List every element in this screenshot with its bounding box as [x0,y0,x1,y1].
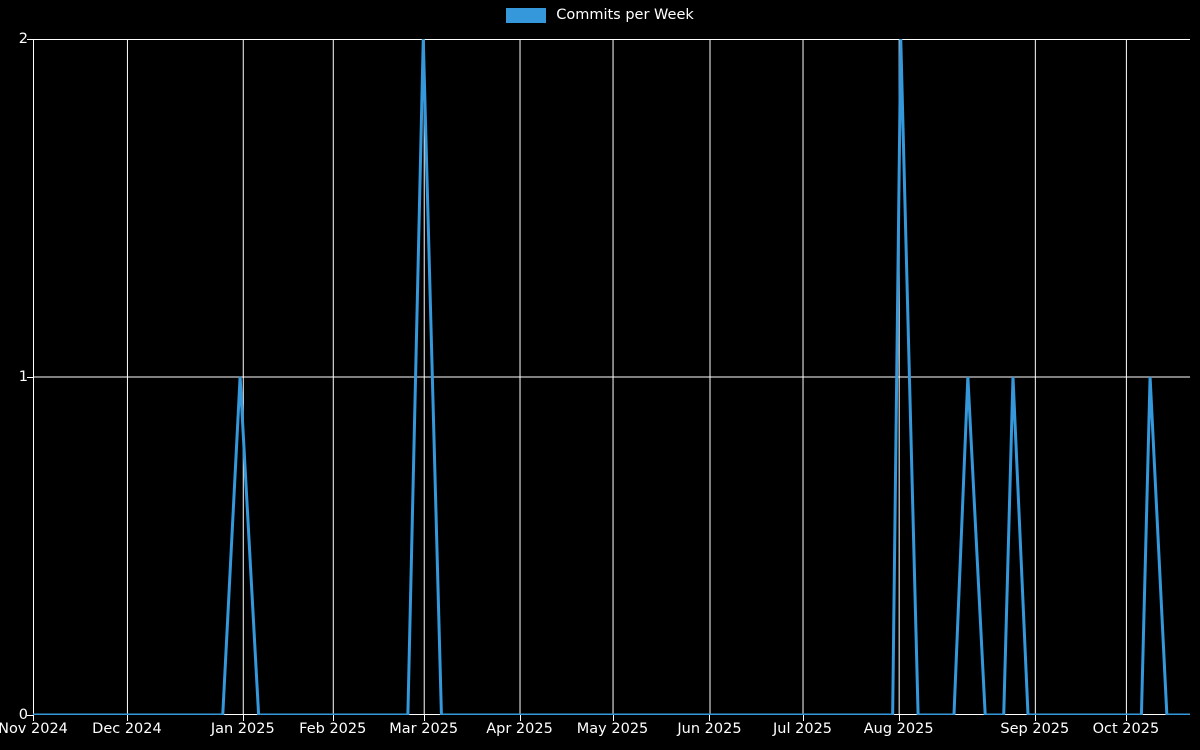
y-axis-tick-mark [27,39,33,40]
plot-area [33,39,1190,715]
x-axis-tick-mark [242,715,244,721]
legend-entry-commits-per-week: Commits per Week [506,6,694,23]
y-axis-tick-mark [27,377,33,378]
x-axis-tick-label: Nov 2024 [0,721,68,737]
x-axis-tick-label: Jan 2025 [210,721,275,737]
x-axis-tick-mark [1034,715,1036,721]
x-axis-tick-label: Oct 2025 [1092,721,1160,737]
x-axis-tick-label: Apr 2025 [486,721,553,737]
x-axis-tick-mark [33,715,34,721]
x-axis-tick-mark [126,715,128,721]
grid-lines [33,39,1190,715]
y-axis-tick-label: 1 [18,368,28,385]
x-axis-tick-label: Jul 2025 [773,721,833,737]
x-axis-tick-mark [612,715,614,721]
y-axis-tick-mark [27,715,33,716]
chart-legend: Commits per Week [0,0,1200,30]
x-axis-tick-mark [709,715,711,721]
y-axis-tick-label: 0 [18,706,28,723]
x-axis-tick-mark [802,715,804,721]
x-axis-tick-label: Mar 2025 [389,721,459,737]
x-axis-tick-mark [519,715,521,721]
x-axis-tick-label: Feb 2025 [299,721,367,737]
x-axis-tick-mark [332,715,334,721]
x-axis-tick-label: May 2025 [576,721,649,737]
x-axis-tick-mark [423,715,425,721]
legend-label: Commits per Week [556,6,694,23]
x-axis-tick-mark [1125,715,1127,721]
x-axis-tick-label: Dec 2024 [92,721,162,737]
x-axis-tick-label: Sep 2025 [1000,721,1070,737]
x-axis-tick-mark [898,715,900,721]
x-axis-tick-label: Aug 2025 [863,721,934,737]
legend-color-swatch [506,7,547,23]
y-axis-tick-label: 2 [18,30,28,47]
x-axis-tick-label: Jun 2025 [677,721,742,737]
plot-canvas [33,39,1190,715]
